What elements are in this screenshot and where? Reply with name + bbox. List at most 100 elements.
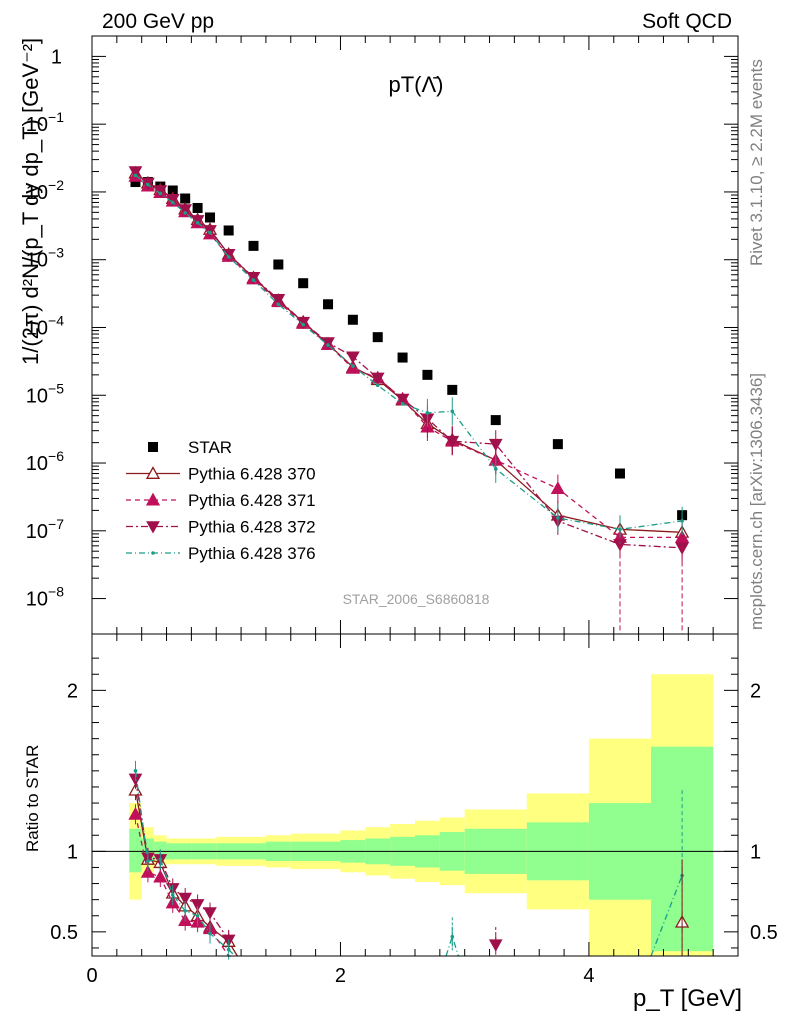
ratio-y-tick-label: 0.5 <box>50 922 78 944</box>
data-point <box>326 343 330 347</box>
y-tick-exponent: −8 <box>48 584 64 600</box>
y-tick-label: 10−8 <box>26 584 64 611</box>
data-point <box>493 467 498 471</box>
ratio-point <box>140 864 156 878</box>
y-tick-exponent: −2 <box>48 177 64 193</box>
legend-marker <box>148 442 158 452</box>
data-point <box>223 225 234 236</box>
ratio-point <box>203 907 217 920</box>
series-4 <box>133 173 684 544</box>
data-point <box>488 438 503 452</box>
mcplots-label: mcplots.cern.ch [arXiv:1306.3436] <box>747 373 766 630</box>
main-ylabel-text: 1/(2π) d²N/(p_T dy dp_T) [GeV⁻²] <box>18 38 43 365</box>
ratio-panel: 0.5 0.5 1 1 2 2 0 2 4 Ratio to STAR p_T [GeV] <box>23 633 778 1012</box>
data-point <box>323 299 334 310</box>
ratio-point <box>226 947 231 952</box>
data-point <box>347 314 358 325</box>
ratio-point <box>450 934 455 939</box>
ratio-y-tick-label: 1 <box>750 841 761 863</box>
data-point <box>246 272 261 285</box>
series-1 <box>128 165 690 547</box>
ratio-y-tick-label: 0.5 <box>750 922 778 944</box>
ratio-point <box>488 939 503 952</box>
uncertainty-band-inner <box>129 828 142 873</box>
data-point <box>450 409 455 414</box>
data-point <box>178 204 193 217</box>
legend-marker <box>151 551 155 555</box>
y-tick-label: 1 <box>51 46 62 68</box>
data-point <box>170 200 175 205</box>
data-point <box>183 211 187 215</box>
data-point <box>490 415 501 426</box>
header-left: 200 GeV pp <box>102 10 214 33</box>
data-point <box>248 240 259 251</box>
ratio-point <box>158 857 163 862</box>
ratio-point <box>128 806 143 820</box>
data-point <box>146 182 150 187</box>
ratio-point <box>190 899 205 912</box>
data-point <box>192 202 203 213</box>
ratio-point <box>153 869 168 883</box>
legend-marker <box>146 521 160 534</box>
y-tick-exponent: −6 <box>48 448 64 464</box>
legend-marker <box>145 492 161 506</box>
ratio-line <box>650 875 683 957</box>
data-point <box>556 516 560 520</box>
data-point <box>445 435 460 449</box>
ratio-point <box>183 909 187 913</box>
data-point <box>273 259 284 270</box>
data-point <box>205 212 216 223</box>
ratio-y-tick-label: 2 <box>750 680 761 702</box>
watermark: STAR_2006_S6860818 <box>343 591 490 607</box>
data-point <box>321 337 335 350</box>
data-point <box>397 352 408 363</box>
ratio-point <box>146 859 150 863</box>
ratio-series-3 <box>133 760 684 960</box>
data-point <box>550 481 565 495</box>
legend-label: Pythia 6.428 371 <box>188 491 316 510</box>
rivet-label: Rivet 3.1.10, ≥ 2.2M events <box>747 59 766 266</box>
data-point <box>226 255 231 259</box>
data-point <box>276 302 281 307</box>
data-point <box>400 401 405 406</box>
data-point <box>614 468 625 479</box>
ratio-y-tick-label: 2 <box>67 680 78 702</box>
main-ylabel: 1/(2π) d²N/(p_T dy dp_T) [GeV⁻²] <box>18 38 43 365</box>
ratio-ylabel: Ratio to STAR <box>23 745 42 852</box>
data-point <box>158 191 163 196</box>
data-point <box>180 193 191 204</box>
legend-label: Pythia 6.428 372 <box>188 518 316 537</box>
ratio-point <box>170 893 175 897</box>
y-tick-label: 10−5 <box>26 380 64 407</box>
y-tick-label: 10−6 <box>26 448 64 475</box>
legend-marker <box>145 466 161 479</box>
legend-label: Pythia 6.428 376 <box>188 544 316 563</box>
data-point <box>301 322 305 327</box>
data-point <box>271 294 286 307</box>
data-point <box>425 411 430 415</box>
ratio-y-tick-label: 1 <box>67 841 78 863</box>
data-point <box>133 173 138 178</box>
data-point <box>422 369 433 380</box>
data-point <box>208 230 212 235</box>
y-tick-exponent: −5 <box>48 380 64 396</box>
data-point <box>618 527 622 532</box>
data-point <box>130 177 141 188</box>
y-tick-exponent: −7 <box>48 516 64 532</box>
x-tick-label: 0 <box>86 965 97 987</box>
ratio-point <box>208 931 212 936</box>
y-tick-exponent: −4 <box>48 312 64 328</box>
data-point <box>298 278 309 289</box>
data-point <box>351 364 355 368</box>
data-point <box>167 185 178 196</box>
ratio-point <box>133 769 138 773</box>
data-point <box>680 519 684 523</box>
data-point <box>251 278 256 282</box>
ratio-point <box>178 892 193 906</box>
data-point <box>195 221 200 225</box>
legend-label: STAR <box>188 438 232 457</box>
ratio-xlabel: p_T [GeV] <box>633 985 742 1012</box>
legend: STAR Pythia 6.428 370 Pythia 6.428 371 Pyth… <box>126 438 316 563</box>
main-panel: 110−110−210−310−410−510−610−710−8 pT(Λ̄)… <box>18 35 739 635</box>
plot-title: pT(Λ̄) <box>388 72 443 97</box>
